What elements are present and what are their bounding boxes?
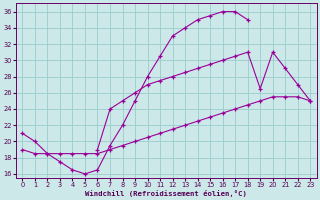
X-axis label: Windchill (Refroidissement éolien,°C): Windchill (Refroidissement éolien,°C) [85,190,247,197]
